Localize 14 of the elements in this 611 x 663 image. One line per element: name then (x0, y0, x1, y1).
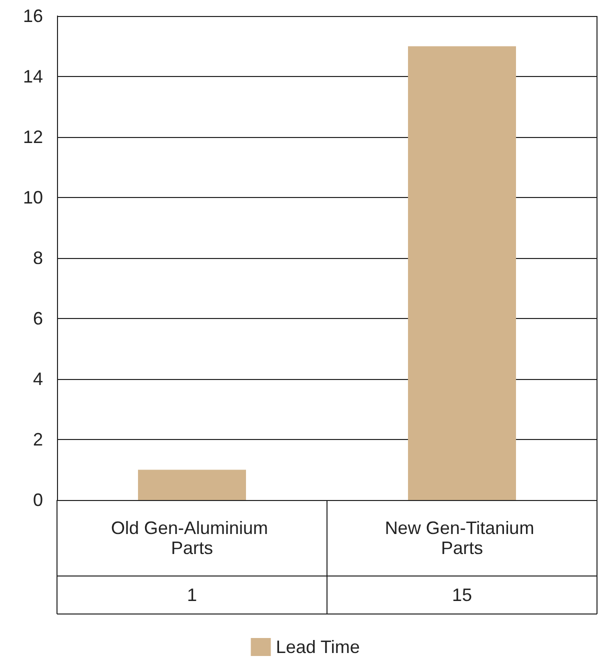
y-tick-label: 0 (32, 490, 43, 510)
y-tick-label: 14 (22, 66, 43, 86)
y-tick-label: 2 (32, 430, 43, 450)
y-tick-label: 4 (32, 369, 43, 389)
y-tick-label: 16 (22, 6, 43, 26)
x-tick-label: New Gen-Titanium Parts (384, 518, 540, 558)
y-tick-label: 6 (32, 308, 43, 328)
y-tick-label: 12 (22, 127, 43, 147)
y-tick-label: 8 (32, 248, 43, 268)
y-tick-label: 10 (22, 188, 43, 208)
data-label: 15 (452, 585, 472, 605)
legend-label: Lead Time (276, 637, 360, 657)
x-tick-label: Old Gen-Aluminium Parts (110, 518, 274, 558)
data-label: 1 (186, 585, 198, 605)
